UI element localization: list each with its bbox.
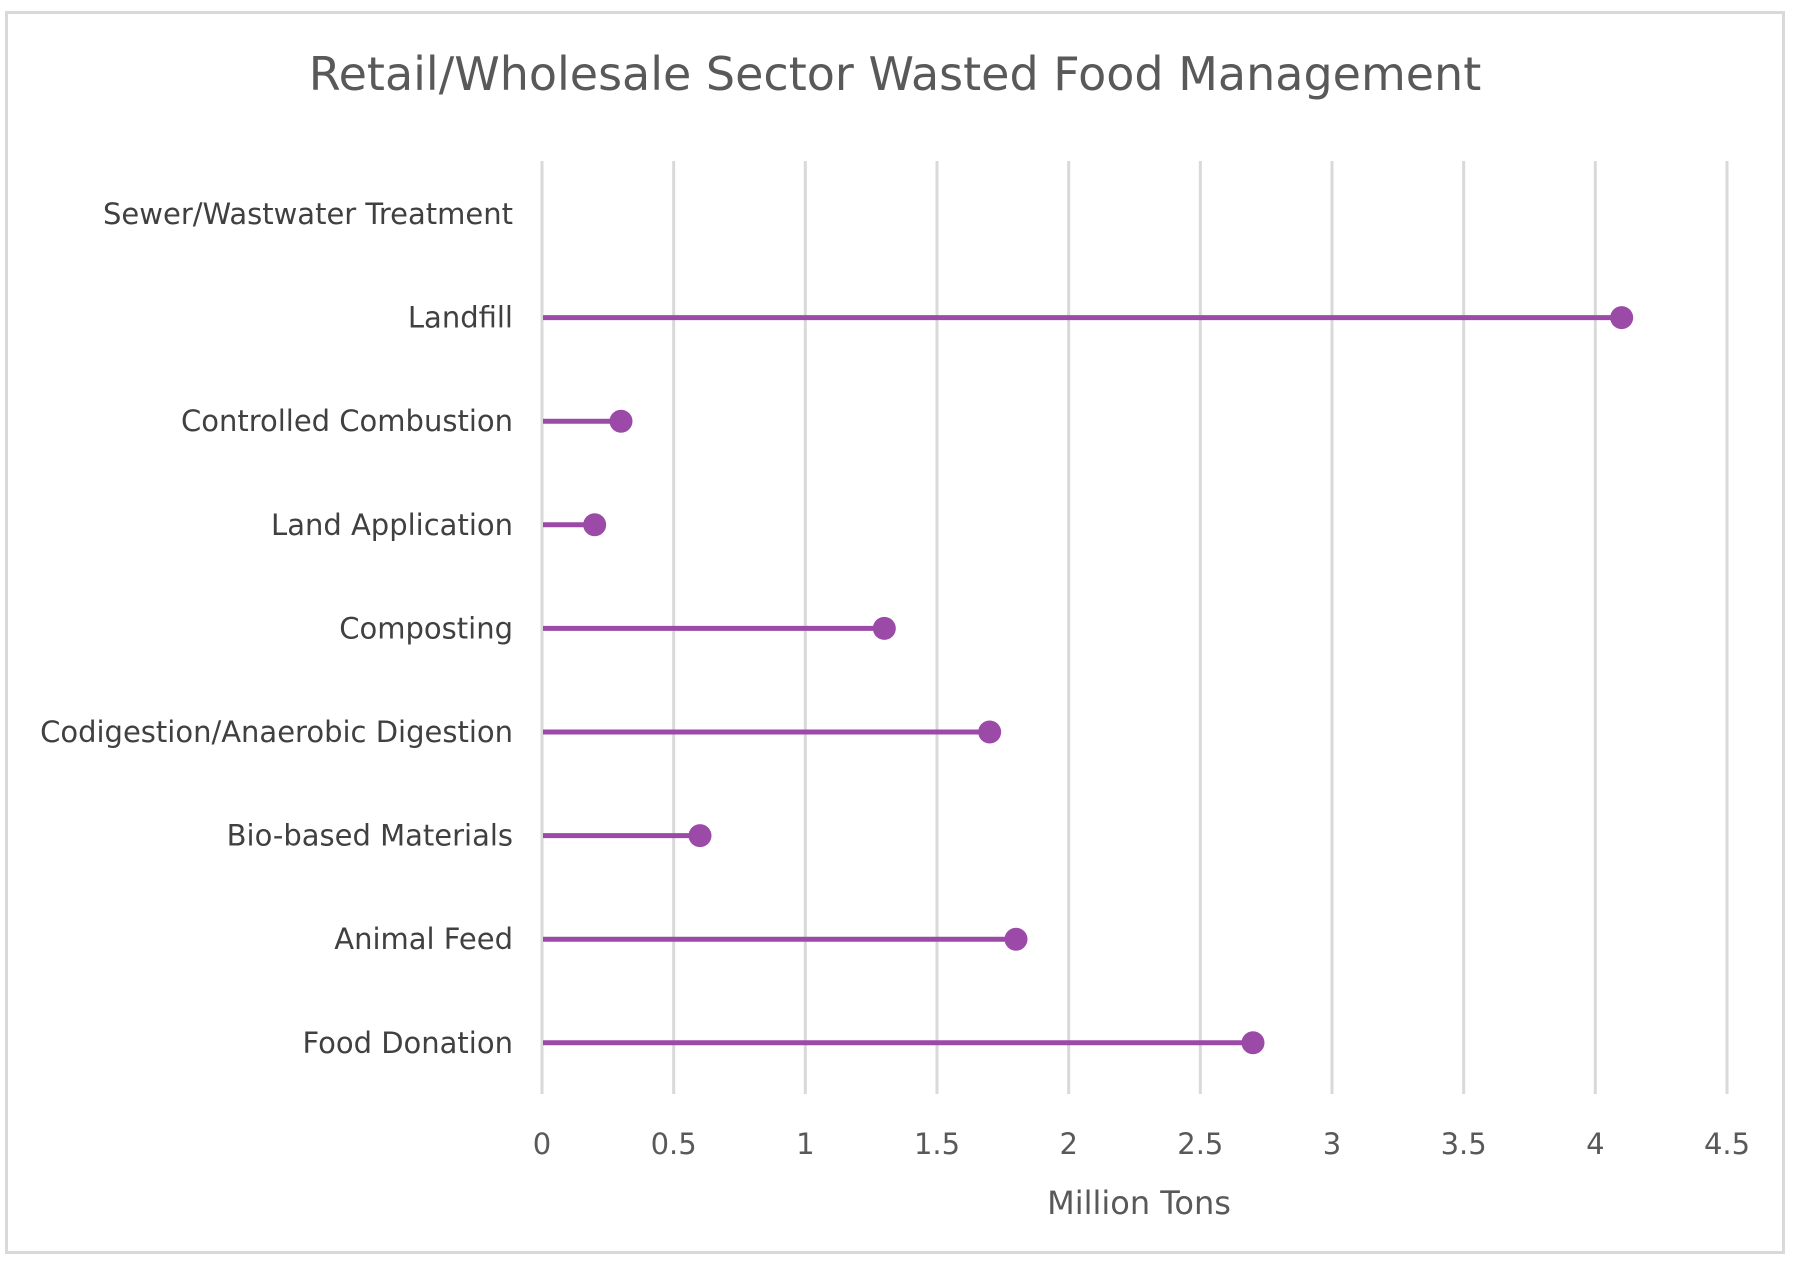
x-tick-label: 2 xyxy=(1059,1127,1077,1161)
category-label: Land Application xyxy=(271,508,513,542)
category-label: Codigestion/Anaerobic Digestion xyxy=(40,715,513,749)
x-axis-title: Million Tons xyxy=(1047,1184,1231,1222)
lollipop-chart: Retail/Wholesale Sector Wasted Food Mana… xyxy=(40,47,1750,1222)
lollipop-point xyxy=(1610,306,1634,330)
x-tick-label: 1.5 xyxy=(914,1127,960,1161)
category-label: Composting xyxy=(339,611,513,645)
lollipop-point xyxy=(1241,1031,1265,1055)
category-label: Food Donation xyxy=(302,1026,513,1060)
category-label: Landfill xyxy=(408,301,513,335)
category-label: Animal Feed xyxy=(334,922,513,956)
x-tick-label: 3 xyxy=(1323,1127,1341,1161)
chart-title: Retail/Wholesale Sector Wasted Food Mana… xyxy=(309,47,1482,101)
chart-frame: Retail/Wholesale Sector Wasted Food Mana… xyxy=(5,11,1785,1254)
x-tick-label: 3.5 xyxy=(1441,1127,1487,1161)
data-series xyxy=(543,306,1634,1055)
lollipop-point xyxy=(978,720,1002,744)
x-tick-label: 4 xyxy=(1586,1127,1604,1161)
x-tick-label: 4.5 xyxy=(1704,1127,1750,1161)
lollipop-point xyxy=(872,616,896,640)
x-tick-label: 1 xyxy=(796,1127,814,1161)
lollipop-point xyxy=(688,824,712,848)
category-label: Sewer/Wastwater Treatment xyxy=(103,197,513,231)
category-label: Controlled Combustion xyxy=(181,404,513,438)
x-tick-label: 2.5 xyxy=(1177,1127,1223,1161)
lollipop-point xyxy=(583,513,607,537)
lollipop-point xyxy=(609,409,633,433)
lollipop-point xyxy=(1004,927,1028,951)
x-axis-ticks: 0 0.5 1 1.5 2 2.5 3 3.5 4 4.5 xyxy=(533,1127,1750,1161)
category-label: Bio-based Materials xyxy=(227,819,513,853)
x-tick-label: 0.5 xyxy=(651,1127,697,1161)
x-tick-label: 0 xyxy=(533,1127,551,1161)
category-labels: Sewer/Wastwater Treatment Landfill Control… xyxy=(40,197,513,1060)
